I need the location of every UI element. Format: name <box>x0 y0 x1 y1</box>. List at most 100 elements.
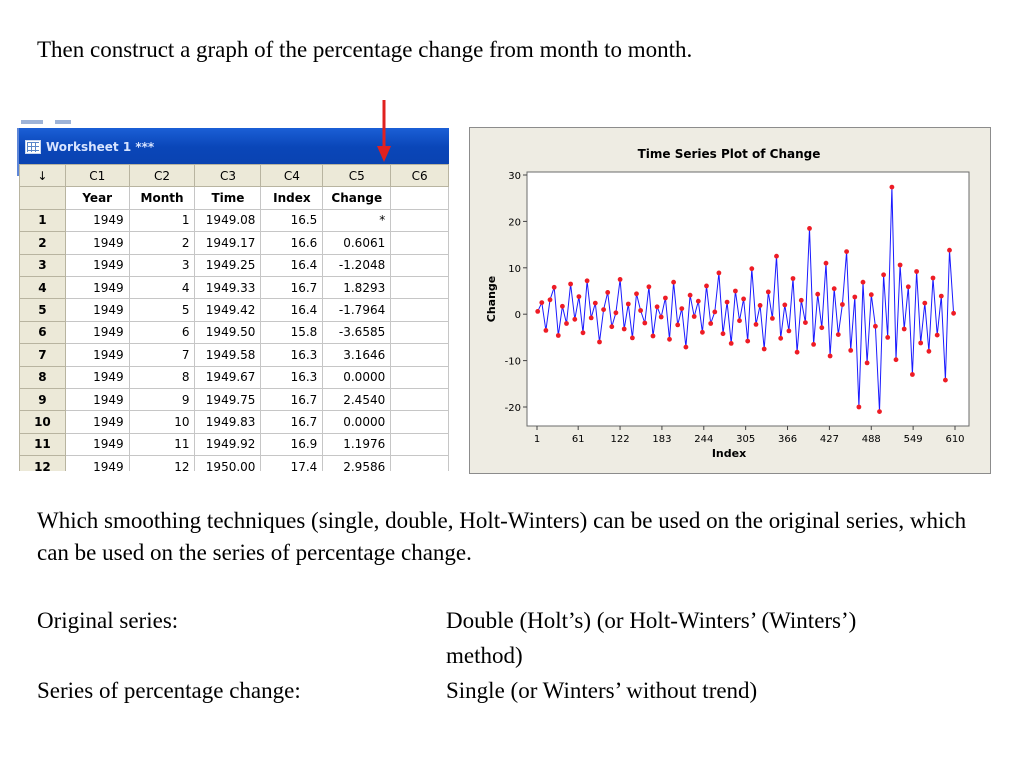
row-number[interactable]: 7 <box>19 343 66 367</box>
data-cell[interactable]: 9 <box>128 387 196 412</box>
data-cell[interactable]: 0.6061 <box>322 231 392 255</box>
data-cell[interactable]: 2.4540 <box>322 387 392 412</box>
data-cell[interactable]: 8 <box>128 365 196 389</box>
data-cell[interactable]: 2.9586 <box>322 455 392 471</box>
data-cell[interactable]: 6 <box>128 320 196 345</box>
row-number[interactable]: 10 <box>19 410 66 434</box>
table-row[interactable]: 8 1949 8 1949.67 16.3 0.0000 <box>19 365 449 389</box>
data-cell[interactable]: 1949.17 <box>194 231 262 255</box>
data-cell[interactable]: 16.4 <box>260 253 324 277</box>
empty-cell[interactable] <box>390 275 449 300</box>
data-cell[interactable]: 1949.92 <box>194 432 262 457</box>
row-number[interactable]: 9 <box>19 387 66 412</box>
data-cell[interactable]: 1950.00 <box>194 455 262 471</box>
empty-cell[interactable] <box>390 365 449 389</box>
data-cell[interactable]: 3 <box>128 253 196 277</box>
row-number[interactable]: 1 <box>19 208 66 233</box>
table-row[interactable]: 7 1949 7 1949.58 16.3 3.1646 <box>19 343 449 367</box>
data-cell[interactable]: 1949.67 <box>194 365 262 389</box>
data-cell[interactable]: -1.7964 <box>322 298 392 322</box>
table-row[interactable]: 11 1949 11 1949.92 16.9 1.1976 <box>19 432 449 457</box>
column-header-c5[interactable]: C5 <box>322 164 392 188</box>
data-cell[interactable]: -1.2048 <box>322 253 392 277</box>
row-number[interactable]: 6 <box>19 320 66 345</box>
column-name-cell[interactable]: Change <box>322 186 392 210</box>
data-cell[interactable]: 1949.58 <box>194 343 262 367</box>
empty-cell[interactable] <box>390 432 449 457</box>
empty-cell[interactable] <box>390 320 449 345</box>
data-cell[interactable]: 17.4 <box>260 455 324 471</box>
column-name-cell[interactable]: Month <box>128 186 196 210</box>
data-cell[interactable]: 1949.08 <box>194 208 262 233</box>
table-row[interactable]: 10 1949 10 1949.83 16.7 0.0000 <box>19 410 449 434</box>
data-cell[interactable]: 7 <box>128 343 196 367</box>
data-cell[interactable]: 1949 <box>64 320 130 345</box>
table-row[interactable]: 12 1949 12 1950.00 17.4 2.9586 <box>19 455 449 471</box>
table-row[interactable]: 9 1949 9 1949.75 16.7 2.4540 <box>19 387 449 412</box>
data-cell[interactable]: -3.6585 <box>322 320 392 345</box>
table-row[interactable]: 6 1949 6 1949.50 15.8 -3.6585 <box>19 320 449 345</box>
data-cell[interactable]: 1949 <box>64 298 130 322</box>
column-header-c6[interactable]: C6 <box>390 164 449 188</box>
row-number[interactable]: 11 <box>19 432 66 457</box>
data-cell[interactable]: 1949 <box>64 365 130 389</box>
data-cell[interactable]: 16.3 <box>260 343 324 367</box>
data-cell[interactable]: 16.7 <box>260 275 324 300</box>
data-cell[interactable]: 1949 <box>64 455 130 471</box>
data-cell[interactable]: 1.8293 <box>322 275 392 300</box>
data-cell[interactable]: 16.7 <box>260 387 324 412</box>
data-cell[interactable]: 1949 <box>64 343 130 367</box>
empty-cell[interactable] <box>390 298 449 322</box>
column-name-cell[interactable]: Time <box>194 186 262 210</box>
data-cell[interactable]: 1949 <box>64 432 130 457</box>
data-cell[interactable]: 1949.75 <box>194 387 262 412</box>
column-name-cell[interactable] <box>390 186 449 210</box>
data-cell[interactable]: 0.0000 <box>322 365 392 389</box>
corner-sort-icon[interactable]: ↓ <box>19 164 66 188</box>
data-cell[interactable]: 0.0000 <box>322 410 392 434</box>
table-row[interactable]: 2 1949 2 1949.17 16.6 0.6061 <box>19 231 449 255</box>
table-row[interactable]: 5 1949 5 1949.42 16.4 -1.7964 <box>19 298 449 322</box>
data-cell[interactable]: 2 <box>128 231 196 255</box>
empty-cell[interactable] <box>390 208 449 233</box>
data-cell[interactable]: 1949 <box>64 208 130 233</box>
data-cell[interactable]: 1949.50 <box>194 320 262 345</box>
data-cell[interactable]: 16.4 <box>260 298 324 322</box>
column-header-c4[interactable]: C4 <box>260 164 324 188</box>
data-cell[interactable]: 16.3 <box>260 365 324 389</box>
data-cell[interactable]: 16.5 <box>260 208 324 233</box>
data-cell[interactable]: 3.1646 <box>322 343 392 367</box>
data-cell[interactable]: 1949.42 <box>194 298 262 322</box>
row-number[interactable]: 4 <box>19 275 66 300</box>
column-name-cell[interactable]: Index <box>260 186 324 210</box>
data-cell[interactable]: 16.7 <box>260 410 324 434</box>
column-name-cell[interactable]: Year <box>64 186 130 210</box>
data-cell[interactable]: 11 <box>128 432 196 457</box>
empty-cell[interactable] <box>390 253 449 277</box>
empty-cell[interactable] <box>390 343 449 367</box>
data-cell[interactable]: 1949 <box>64 231 130 255</box>
data-cell[interactable]: 1949 <box>64 387 130 412</box>
data-cell[interactable]: 5 <box>128 298 196 322</box>
data-cell[interactable]: 1949.83 <box>194 410 262 434</box>
empty-cell[interactable] <box>390 455 449 471</box>
row-number[interactable]: 5 <box>19 298 66 322</box>
data-cell[interactable]: 1949 <box>64 275 130 300</box>
empty-cell[interactable] <box>390 231 449 255</box>
column-header-c3[interactable]: C3 <box>194 164 262 188</box>
column-header-c1[interactable]: C1 <box>64 164 130 188</box>
column-header-c2[interactable]: C2 <box>128 164 196 188</box>
data-cell[interactable]: 16.9 <box>260 432 324 457</box>
worksheet-window[interactable]: Worksheet 1 *** ↓ C1 C2 C3 C4 C5 C6 Year Month Ti… <box>17 118 449 471</box>
row-number[interactable]: 12 <box>19 455 66 471</box>
data-cell[interactable]: 1949.33 <box>194 275 262 300</box>
data-cell[interactable]: 15.8 <box>260 320 324 345</box>
table-row[interactable]: 1 1949 1 1949.08 16.5 * <box>19 208 449 233</box>
table-row[interactable]: 3 1949 3 1949.25 16.4 -1.2048 <box>19 253 449 277</box>
data-cell[interactable]: 1949 <box>64 253 130 277</box>
data-cell[interactable]: 16.6 <box>260 231 324 255</box>
data-cell[interactable]: 1.1976 <box>322 432 392 457</box>
empty-cell[interactable] <box>390 410 449 434</box>
data-cell[interactable]: 1949 <box>64 410 130 434</box>
data-cell[interactable]: 4 <box>128 275 196 300</box>
